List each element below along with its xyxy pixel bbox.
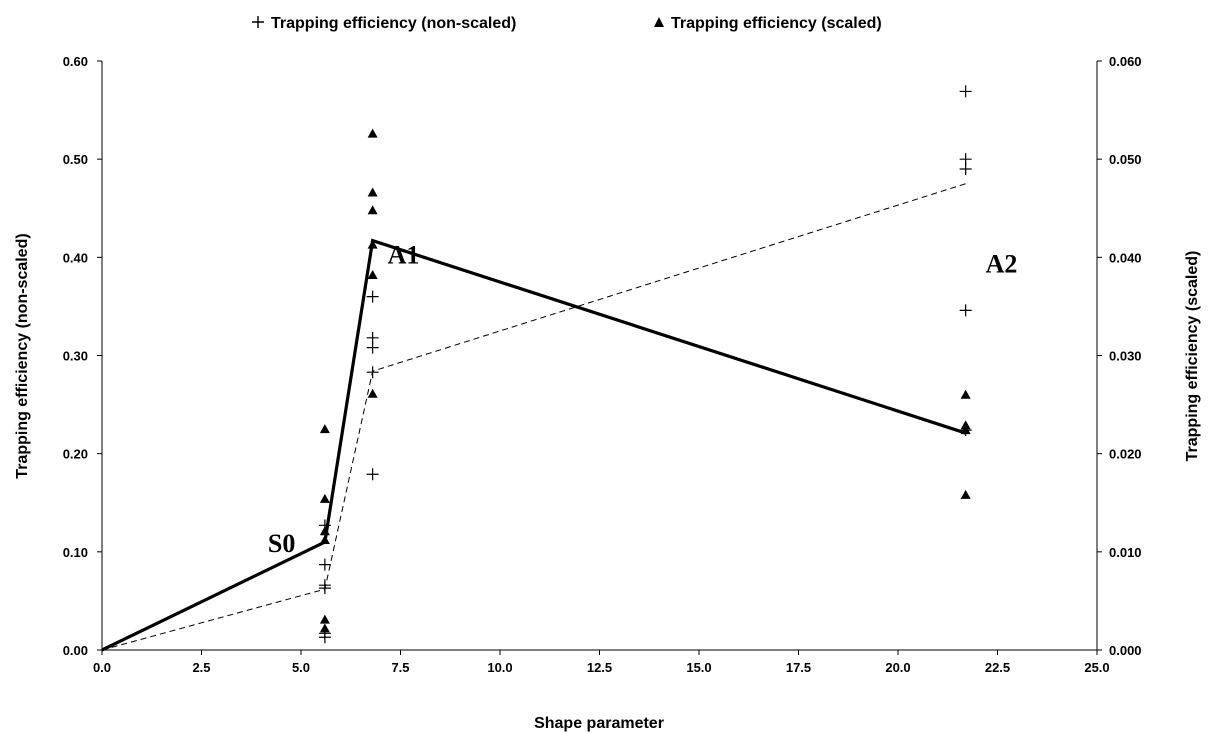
nonscaled-plus-point	[959, 153, 972, 166]
scaled-triangle-point	[367, 128, 378, 138]
x-tick-label: 17.5	[786, 660, 811, 675]
y-right-tick-label: 0.030	[1109, 349, 1142, 364]
scaled-triangle-point	[319, 493, 330, 503]
x-tick-label: 0.0	[93, 660, 111, 675]
scaled-triangle-point	[960, 389, 971, 399]
scaled-triangle-point	[367, 388, 378, 398]
scaled-triangle-point	[960, 420, 971, 430]
nonscaled-plus-point	[959, 304, 972, 317]
y-left-tick-label: 0.40	[63, 250, 88, 265]
scaled-triangle-point	[367, 187, 378, 197]
legend-triangle-marker	[654, 17, 664, 27]
nonscaled-plus-point	[959, 85, 972, 98]
scaled-triangle-point	[367, 205, 378, 215]
legend-item-scaled: Trapping efficiency (scaled)	[654, 15, 882, 32]
x-tick-label: 22.5	[985, 660, 1010, 675]
x-tick-label: 20.0	[885, 660, 910, 675]
scaled-triangle-point	[319, 614, 330, 624]
annotation-a1: A1	[388, 241, 420, 270]
y-right-tick-label: 0.060	[1109, 54, 1142, 69]
x-tick-label: 12.5	[587, 660, 612, 675]
mean-lines	[101, 183, 967, 652]
scaled-triangle-point	[319, 526, 330, 536]
data-points	[318, 85, 972, 644]
nonscaled-plus-point	[318, 579, 331, 592]
y-right-tick-label: 0.010	[1109, 545, 1142, 560]
y-right-tick-label: 0.020	[1109, 447, 1142, 462]
nonscaled-plus-point	[318, 558, 331, 571]
x-tick-label: 25.0	[1084, 660, 1109, 675]
y-left-tick-label: 0.00	[63, 643, 88, 658]
legend-label-scaled: Trapping efficiency (scaled)	[671, 15, 882, 32]
legend-item-nonscaled: Trapping efficiency (non-scaled)	[252, 15, 516, 32]
annotation-a2: A2	[986, 249, 1018, 278]
scaled-triangle-point	[367, 270, 378, 280]
scaled-triangle-point	[960, 425, 971, 435]
nonscaled-plus-point	[366, 366, 379, 379]
axes: 0.0 2.5 5.0 7.5 10.0 12.5 15.0 17.5 20.0 22.5 25.0…	[63, 54, 1142, 675]
y-right-tick-label: 0.050	[1109, 152, 1142, 167]
y-right-tick-label: 0.040	[1109, 250, 1142, 265]
legend-plus-marker	[252, 16, 264, 28]
scaled-triangle-point	[319, 535, 330, 545]
scaled-triangle-point	[319, 623, 330, 633]
y-left-tick-label: 0.10	[63, 545, 88, 560]
x-tick-label: 10.0	[487, 660, 512, 675]
x-axis-title: Shape parameter	[534, 715, 664, 732]
nonscaled-plus-point	[366, 290, 379, 303]
y-left-tick-label: 0.50	[63, 152, 88, 167]
y-left-tick-label: 0.60	[63, 54, 88, 69]
legend: Trapping efficiency (non-scaled) Trappin…	[252, 15, 882, 32]
legend-label-nonscaled: Trapping efficiency (non-scaled)	[271, 15, 516, 32]
x-tick-label: 5.0	[292, 660, 310, 675]
y-right-tick-label: 0.000	[1109, 643, 1142, 658]
x-tick-label: 7.5	[391, 660, 409, 675]
scaled-triangle-point	[319, 424, 330, 434]
scaled-mean-line	[101, 238, 967, 652]
x-tick-label: 15.0	[686, 660, 711, 675]
scaled-triangle-point	[960, 489, 971, 499]
nonscaled-plus-point	[366, 468, 379, 481]
nonscaled-plus-point	[366, 331, 379, 344]
annotation-s0: S0	[268, 529, 295, 558]
y-left-tick-label: 0.30	[63, 349, 88, 364]
scaled-triangle-point	[367, 239, 378, 249]
y-axis-title-left: Trapping efficiency (non-scaled)	[14, 233, 31, 478]
x-tick-label: 2.5	[192, 660, 210, 675]
y-left-tick-label: 0.20	[63, 447, 88, 462]
annotations: S0 A1 A2	[268, 241, 1018, 558]
nonscaled-mean-line	[101, 183, 966, 651]
y-axis-title-right: Trapping efficiency (scaled)	[1184, 251, 1201, 462]
